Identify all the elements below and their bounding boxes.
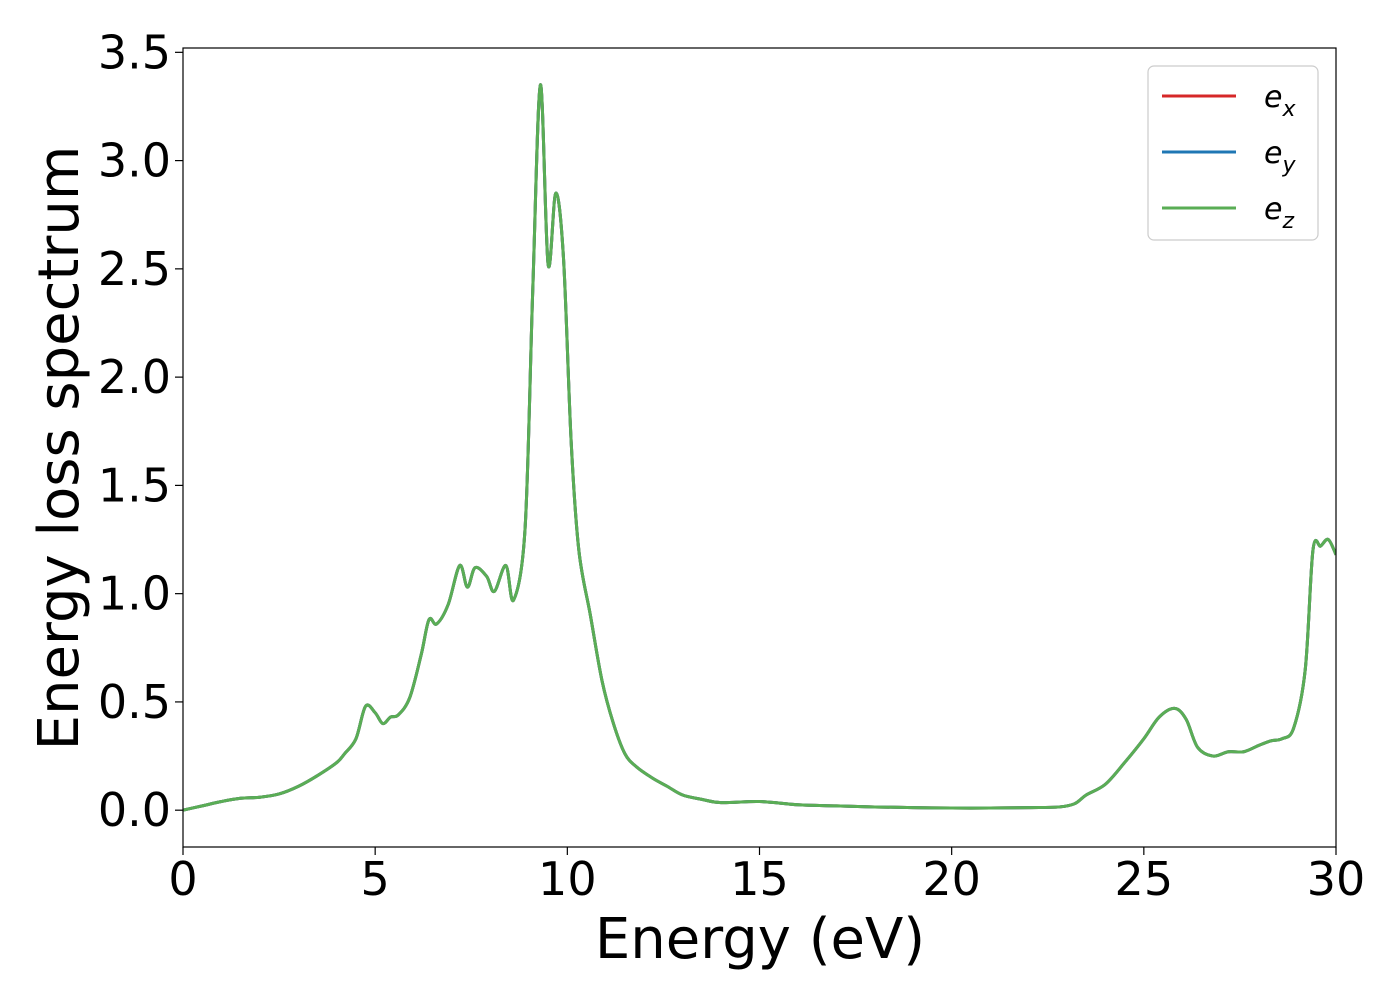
x-tick-label: 10 <box>538 852 597 906</box>
y-axis-label: Energy loss spectrum <box>27 146 92 751</box>
x-axis-label: Energy (eV) <box>595 907 925 972</box>
x-tick-label: 0 <box>168 852 197 906</box>
x-tick-label: 15 <box>730 852 789 906</box>
y-tick-label: 1.5 <box>98 458 171 512</box>
y-tick-label: 0.0 <box>98 783 171 837</box>
series-line-ez <box>183 83 1336 812</box>
ticks-layer: 0 5 10 15 20 25 30 0.0 0.5 1.0 1.5 2.0 2.5 3.0 3.5 <box>98 25 1365 906</box>
y-tick-label: 2.5 <box>98 242 171 296</box>
y-tick-label: 3.0 <box>98 134 171 188</box>
x-tick-label: 5 <box>361 852 390 906</box>
y-tick-label: 0.5 <box>98 675 171 729</box>
x-tick-label: 20 <box>922 852 981 906</box>
x-tick-label: 30 <box>1307 852 1366 906</box>
y-tick-label: 1.0 <box>98 567 171 621</box>
y-tick-label: 3.5 <box>98 25 171 79</box>
series-layer <box>183 83 1336 812</box>
y-tick-label: 2.0 <box>98 350 171 404</box>
x-tick-label: 25 <box>1115 852 1174 906</box>
